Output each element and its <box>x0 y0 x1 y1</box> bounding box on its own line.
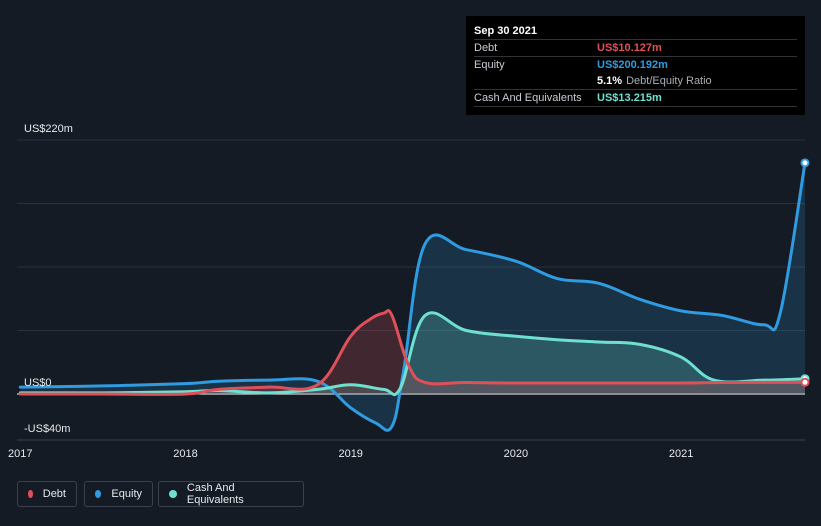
legend-equity-label: Equity <box>111 488 142 500</box>
legend-debt-dot-icon <box>28 490 33 498</box>
x-tick-label-2018: 2018 <box>173 448 197 460</box>
debt-end-point <box>800 377 810 387</box>
x-tick-label-2020: 2020 <box>504 448 528 460</box>
debt-area <box>20 310 806 395</box>
tooltip-cash-label: Cash And Equivalents <box>474 92 582 104</box>
tooltip-debt-label: Debt <box>474 42 498 54</box>
x-tick-label-2017: 2017 <box>8 448 32 460</box>
series-lines <box>18 161 807 432</box>
tooltip-cash-value: US$13.215m <box>597 92 662 104</box>
y-tick-label-1: US$0 <box>24 377 52 389</box>
y-axis-labels: US$220m US$0 -US$40m <box>24 123 73 435</box>
equity-end-point <box>800 158 810 168</box>
tooltip-row-debt: Debt US$10.127m <box>474 39 797 56</box>
y-tick-label-0: US$220m <box>24 123 73 135</box>
tooltip-debt-value: US$10.127m <box>597 42 662 54</box>
y-tick-label-2: -US$40m <box>24 423 70 435</box>
tooltip-ratio-label: Debt/Equity Ratio <box>626 75 712 87</box>
cash-area <box>20 312 806 395</box>
legend-equity-button[interactable]: Equity <box>84 481 153 507</box>
debt-line <box>18 308 807 396</box>
x-tick-label-2021: 2021 <box>669 448 693 460</box>
equity-area <box>20 162 806 431</box>
legend-cash-button[interactable]: Cash And Equivalents <box>158 481 304 507</box>
tooltip-equity-label: Equity <box>474 59 505 71</box>
legend-debt-label: Debt <box>42 488 66 500</box>
end-point-markers <box>800 158 810 387</box>
tooltip-equity-value: US$200.192m <box>597 59 668 71</box>
tooltip-ratio-value: 5.1% <box>597 75 623 87</box>
equity-line <box>18 161 807 432</box>
legend-equity-dot-icon <box>95 490 102 498</box>
legend-cash-dot-icon <box>169 490 177 498</box>
x-axis-labels: 2017 2018 2019 2020 2021 <box>8 448 693 460</box>
tooltip-row-equity: Equity US$200.192m <box>474 56 797 73</box>
legend-debt-button[interactable]: Debt <box>17 481 77 507</box>
tooltip-panel: Sep 30 2021 Debt US$10.127m Equity US$20… <box>466 16 805 115</box>
x-tick-label-2019: 2019 <box>338 448 362 460</box>
legend-cash-label: Cash And Equivalents <box>186 482 244 506</box>
tooltip-row-ratio: 5.1% Debt/Equity Ratio <box>474 73 797 89</box>
series-areas <box>20 162 806 431</box>
tooltip-date: Sep 30 2021 <box>474 25 537 37</box>
tooltip-row-cash: Cash And Equivalents US$13.215m <box>474 89 797 107</box>
